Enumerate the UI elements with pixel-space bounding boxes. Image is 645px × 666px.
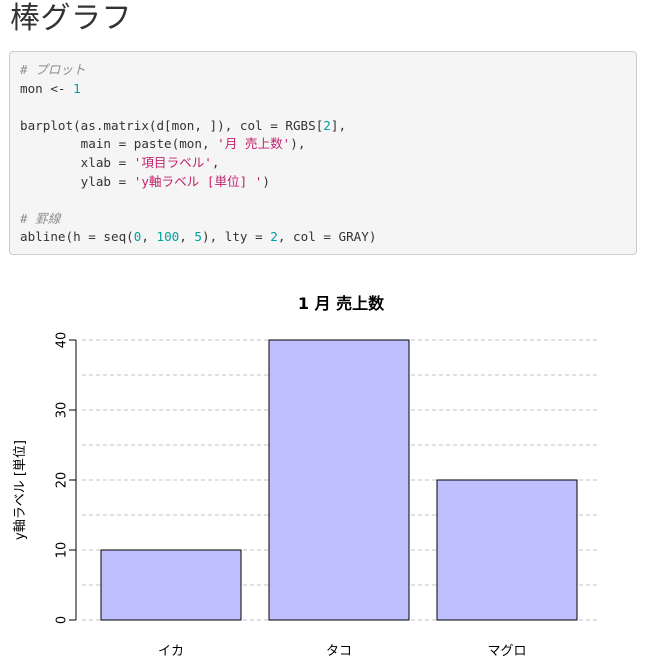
bar-chart: 1 月 売上数 0 10 20 30 40 イカ タコ マグロ y軸ラベル [単位]: [12, 294, 600, 659]
code-line: # プロット: [20, 61, 376, 80]
code-line: xlab = '項目ラベル',: [20, 154, 376, 173]
code-token: ),: [290, 136, 306, 152]
code-line: mon <- 1: [20, 80, 376, 99]
code-token: ): [262, 173, 270, 189]
page-title: 棒グラフ: [10, 1, 132, 36]
code-line: main = paste(mon, '月 売上数'),: [20, 135, 376, 154]
code-line: [20, 98, 376, 117]
code-token: ylab =: [20, 173, 134, 189]
code-line: barplot(as.matrix(d[mon, ]), col = RGBS[…: [20, 117, 376, 136]
code-token: xlab =: [20, 154, 134, 170]
x-tick-label: タコ: [326, 644, 352, 659]
code-token: 0: [133, 229, 142, 245]
code-token: main = paste(mon,: [20, 136, 218, 152]
y-tick-label: 30: [55, 402, 70, 419]
code-token: '項目ラベル': [133, 154, 212, 170]
code-token: 2: [270, 229, 278, 245]
y-tick-label: 0: [55, 616, 70, 624]
code-line: ylab = 'y軸ラベル [単位] '): [20, 173, 376, 192]
chart-title: 1 月 売上数: [298, 294, 385, 313]
code-token: ],: [330, 117, 347, 133]
x-axis-labels: イカ タコ マグロ: [158, 644, 527, 659]
code-token: ,: [141, 229, 157, 245]
code-token: ,: [179, 229, 195, 245]
code-token: # プロット: [20, 62, 86, 77]
y-tick-label: 20: [55, 472, 70, 489]
code-token: ), lty =: [202, 229, 271, 245]
code-block: # プロット mon <- 1 barplot(as.matrix(d[mon, …: [9, 51, 637, 255]
code-token: ,: [211, 154, 220, 170]
bar: [268, 339, 410, 621]
code-content: # プロット mon <- 1 barplot(as.matrix(d[mon, …: [20, 61, 376, 247]
bar: [100, 549, 242, 621]
code-token: barplot(as.matrix(d[mon, ]), col = RGBS[: [20, 117, 324, 133]
code-line: abline(h = seq(0, 100, 5), lty = 2, col …: [20, 228, 376, 247]
code-token: 100: [156, 229, 180, 245]
code-token: '月 売上数': [217, 136, 291, 152]
code-token: , col = GRAY): [277, 229, 377, 245]
bar-chart-container: 1 月 売上数 0 10 20 30 40 イカ タコ マグロ y軸ラベル [単位]: [0, 262, 645, 666]
code-token: 5: [194, 229, 203, 245]
code-line: [20, 191, 376, 210]
code-token: 2: [323, 117, 331, 133]
code-token: abline(h = seq(: [20, 229, 134, 245]
code-token: 'y軸ラベル [単位] ': [133, 173, 263, 189]
bars: [100, 339, 578, 621]
code-token: # 罫線: [20, 210, 61, 226]
y-axis: 0 10 20 30 40: [55, 332, 77, 624]
x-tick-label: マグロ: [487, 644, 526, 659]
y-tick-label: 40: [55, 332, 70, 349]
code-line: # 罫線: [20, 210, 376, 229]
code-token: mon <-: [20, 80, 74, 96]
code-token: 1: [73, 80, 81, 96]
x-tick-label: イカ: [158, 644, 184, 659]
bar: [436, 479, 578, 621]
y-axis-label: y軸ラベル [単位]: [12, 440, 28, 540]
y-tick-label: 10: [55, 542, 70, 559]
